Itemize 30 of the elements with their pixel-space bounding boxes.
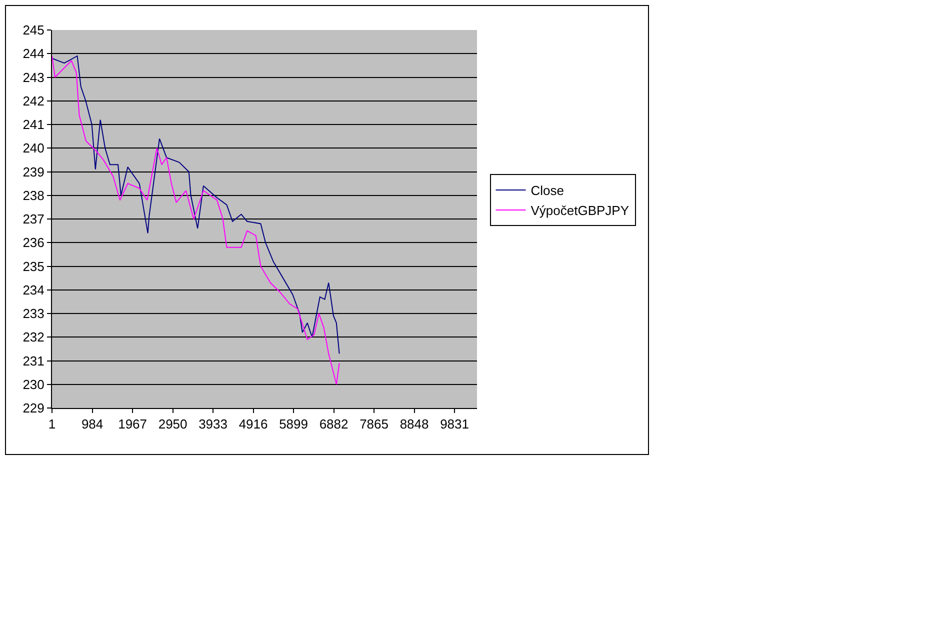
- x-tick-label: 2950: [158, 416, 188, 432]
- legend-label: Close: [530, 183, 564, 198]
- y-tick-label: 243: [22, 70, 44, 85]
- legend-label: VýpočetGBPJPY: [530, 203, 630, 218]
- x-tick-label: 1: [48, 416, 56, 432]
- y-tick-label: 235: [22, 258, 44, 274]
- x-tick-label: 984: [81, 416, 104, 432]
- y-tick-label: 244: [22, 46, 44, 62]
- x-tick-label: 4916: [238, 416, 268, 432]
- y-tick-label: 230: [22, 376, 44, 392]
- x-tick-label: 8848: [400, 416, 429, 432]
- y-tick-label: 236: [22, 235, 44, 250]
- y-tick-label: 233: [22, 306, 44, 322]
- y-tick-label: 238: [22, 188, 44, 203]
- y-tick-label: 242: [22, 93, 44, 108]
- x-tick-label: 7865: [360, 416, 388, 432]
- y-tick-label: 232: [22, 330, 44, 345]
- y-tick-label: 245: [22, 22, 44, 38]
- y-tick-label: 239: [22, 164, 44, 180]
- y-tick-label: 237: [22, 212, 44, 227]
- y-tick-label: 229: [22, 400, 44, 416]
- x-tick-label: 5899: [279, 416, 308, 432]
- x-tick-label: 9831: [440, 416, 469, 432]
- x-tick-label: 1967: [118, 416, 147, 432]
- x-tick-label: 6882: [319, 416, 348, 432]
- y-tick-label: 240: [22, 140, 44, 156]
- x-tick-label: 3933: [198, 416, 228, 432]
- y-tick-label: 231: [22, 353, 44, 368]
- y-tick-label: 241: [22, 117, 44, 132]
- y-tick-label: 234: [22, 282, 44, 298]
